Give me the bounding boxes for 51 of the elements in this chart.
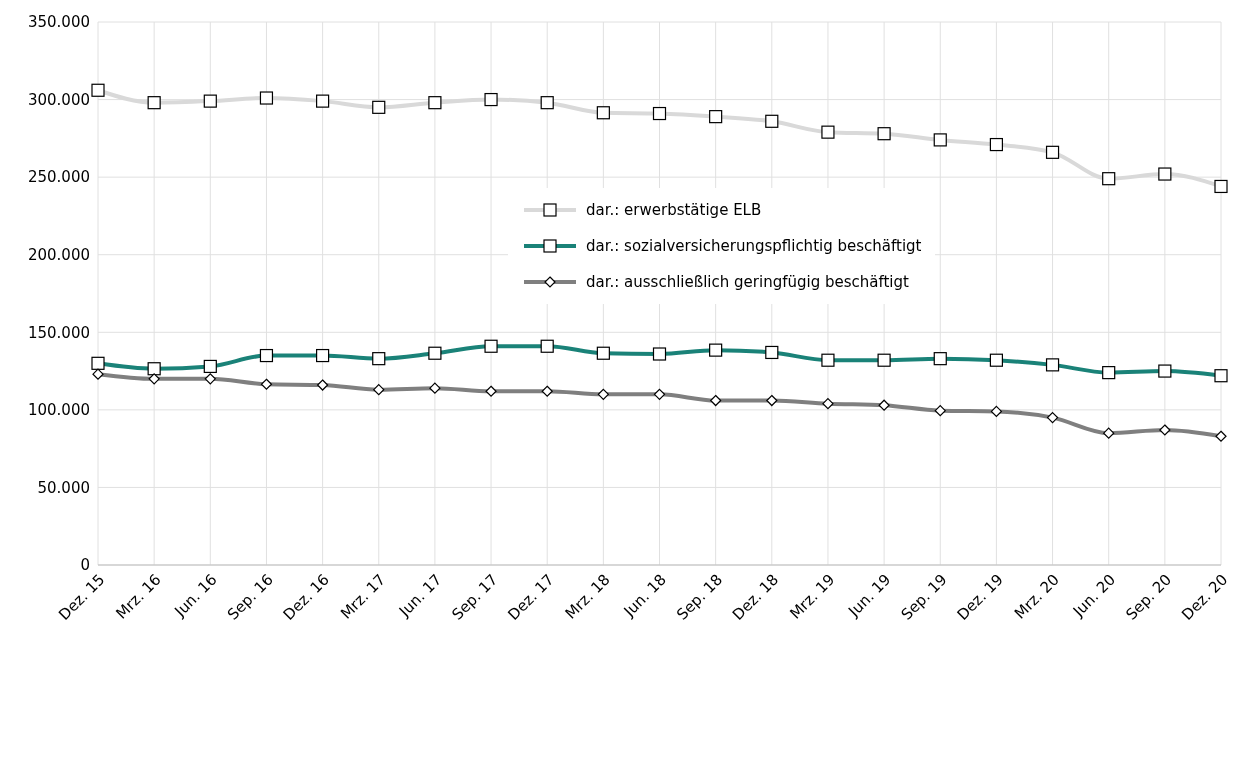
x-tick-label: Jun. 17 bbox=[395, 570, 446, 621]
point bbox=[652, 106, 667, 121]
y-tick-label: 100.000 bbox=[27, 401, 90, 420]
legend-label: dar.: ausschließlich geringfügig beschäftigt bbox=[586, 273, 909, 291]
y-tick-label: 200.000 bbox=[27, 246, 90, 265]
point bbox=[203, 94, 217, 108]
point bbox=[1158, 167, 1172, 181]
x-tick-label: Dez. 16 bbox=[279, 570, 333, 624]
point bbox=[484, 92, 498, 107]
point bbox=[372, 100, 386, 114]
point bbox=[933, 133, 947, 147]
x-tick-label: Sep. 20 bbox=[1122, 570, 1176, 624]
x-tick-label: Jun. 18 bbox=[619, 570, 670, 621]
point bbox=[1045, 145, 1060, 159]
point bbox=[596, 106, 610, 120]
point bbox=[316, 94, 330, 108]
point bbox=[765, 114, 779, 128]
x-tick-label: Dez. 20 bbox=[1178, 570, 1232, 624]
point bbox=[1102, 172, 1116, 186]
point bbox=[1214, 179, 1228, 194]
x-tick-label: Sep. 19 bbox=[897, 570, 951, 624]
x-tick-label: Sep. 17 bbox=[448, 570, 502, 624]
point bbox=[989, 137, 1003, 152]
point bbox=[428, 96, 442, 110]
x-tick-label: Jun. 19 bbox=[844, 570, 895, 621]
x-tick-label: Mrz. 20 bbox=[1010, 570, 1063, 623]
point bbox=[91, 83, 105, 97]
y-tick-label: 350.000 bbox=[27, 13, 90, 32]
legend-label: dar.: erwerbstätige ELB bbox=[586, 201, 762, 219]
x-tick-label: Sep. 16 bbox=[223, 570, 277, 624]
point bbox=[259, 91, 274, 105]
x-tick-label: Jun. 16 bbox=[170, 570, 221, 621]
point bbox=[709, 110, 723, 124]
point bbox=[821, 125, 835, 139]
x-tick-label: Jun. 20 bbox=[1068, 570, 1120, 621]
x-tick-label: Mrz. 18 bbox=[561, 570, 614, 623]
y-tick-label: 50.000 bbox=[37, 478, 90, 497]
x-tick-label: Mrz. 17 bbox=[337, 570, 390, 623]
x-tick-label: Dez. 18 bbox=[728, 570, 783, 624]
legend-label: dar.: sozialversicherungspflichtig beschäftigt bbox=[586, 237, 922, 255]
y-tick-label: 250.000 bbox=[27, 168, 90, 187]
x-tick-label: Sep. 18 bbox=[673, 570, 727, 624]
x-tick-label: Dez. 19 bbox=[953, 570, 1007, 624]
point bbox=[147, 96, 161, 110]
point bbox=[540, 96, 554, 110]
x-tick-label: Mrz. 16 bbox=[112, 570, 165, 623]
x-tick-label: Mrz. 19 bbox=[786, 570, 839, 623]
y-tick-label: 150.000 bbox=[27, 323, 90, 342]
y-tick-label: 300.000 bbox=[27, 90, 90, 109]
x-tick-label: Dez. 17 bbox=[504, 570, 558, 624]
point bbox=[877, 127, 891, 141]
